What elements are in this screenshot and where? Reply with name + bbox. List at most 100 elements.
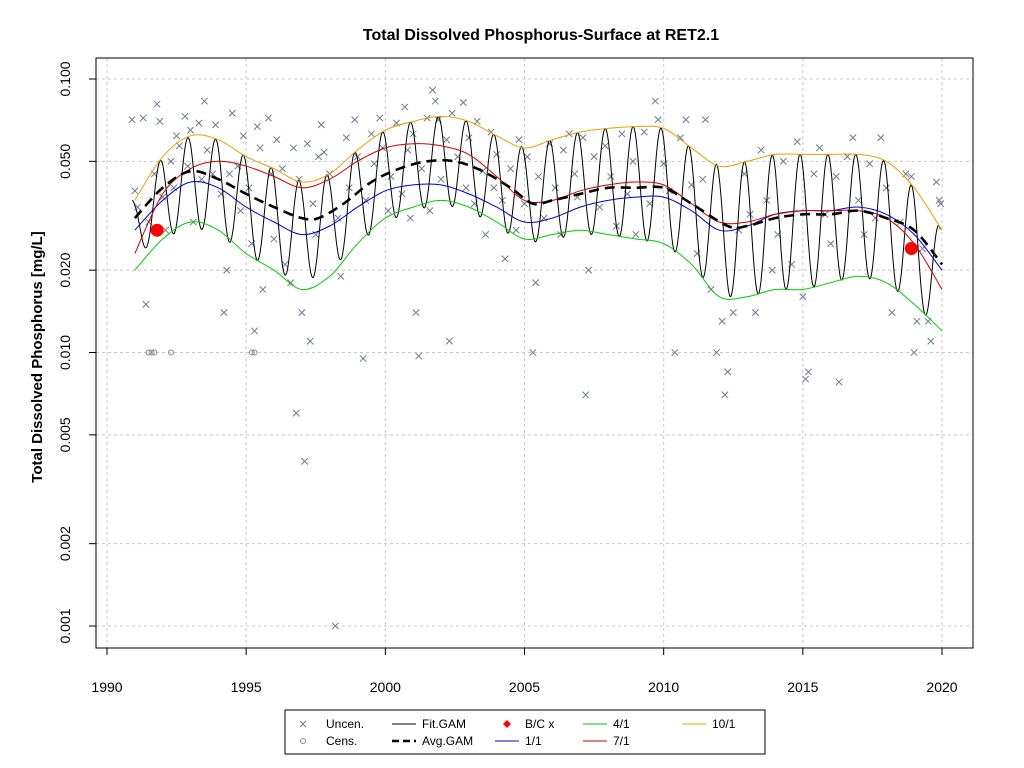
x-tick-label: 2000 xyxy=(370,679,401,695)
chart-title: Total Dissolved Phosphorus-Surface at RE… xyxy=(363,27,719,44)
uncensored-point xyxy=(309,200,317,208)
uncensored-point xyxy=(565,130,573,138)
uncensored-point xyxy=(426,207,434,215)
uncensored-point xyxy=(186,126,195,134)
uncensored-point xyxy=(181,112,189,120)
uncensored-point xyxy=(412,308,420,317)
uncensored-point xyxy=(417,165,426,173)
uncensored-point xyxy=(473,117,481,125)
series-avg-gam-line xyxy=(133,158,944,266)
uncensored-point xyxy=(156,117,164,125)
uncensored-point xyxy=(314,153,323,161)
uncensored-point xyxy=(507,165,515,173)
uncensored-point xyxy=(225,170,234,178)
legend-label: 1/1 xyxy=(525,734,542,748)
uncensored-point xyxy=(493,150,501,158)
legend-box xyxy=(284,709,766,755)
uncensored-point xyxy=(278,165,286,173)
uncensored-point xyxy=(559,146,568,154)
plot-area: 1990 1995 2000 2005 2010 2015 2020 0.001 0.002 0.… xyxy=(57,57,974,695)
uncensored-point xyxy=(376,114,384,122)
uncensored-point xyxy=(640,128,648,136)
uncensored-point xyxy=(387,172,395,181)
uncensored-point xyxy=(849,134,857,142)
uncensored-point xyxy=(448,109,456,117)
censored-point xyxy=(145,349,152,356)
censored-point xyxy=(251,349,258,356)
uncensored-point xyxy=(651,97,659,105)
uncensored-point xyxy=(431,97,439,105)
uncensored-point xyxy=(161,226,170,234)
uncensored-point xyxy=(462,184,470,192)
uncensored-point xyxy=(259,285,267,294)
legend: Uncen. Cens. Fit.GAM Avg.GAM B/C x 1/1 4/1 7/1 1… xyxy=(284,709,766,755)
uncensored-point xyxy=(534,172,542,181)
uncensored-point xyxy=(607,172,615,181)
uncensored-point xyxy=(415,352,423,360)
uncensored-point xyxy=(289,144,298,152)
x-tick-label: 1995 xyxy=(231,679,262,695)
uncensored-point xyxy=(270,235,278,243)
uncensored-point xyxy=(937,200,945,208)
uncensored-point xyxy=(362,196,370,204)
uncensored-point xyxy=(250,327,259,335)
uncensored-point xyxy=(384,207,392,215)
uncensored-point xyxy=(596,203,604,211)
uncensored-point xyxy=(173,132,181,140)
uncensored-point xyxy=(590,153,598,161)
legend-label: 4/1 xyxy=(613,717,630,731)
uncensored-point xyxy=(443,136,451,144)
x-tick-label: 2005 xyxy=(509,679,540,695)
uncensored-point xyxy=(701,116,709,124)
y-tick-label: 0.020 xyxy=(57,252,73,287)
uncensored-point xyxy=(810,170,818,178)
legend-label: Fit.GAM xyxy=(422,717,466,731)
uncensored-point xyxy=(871,214,879,222)
uncensored-point xyxy=(854,196,863,204)
uncensored-point xyxy=(331,622,339,630)
bc-point xyxy=(904,242,918,256)
series-line-7-1 xyxy=(134,143,943,290)
uncensored-point xyxy=(877,134,885,142)
uncensored-point xyxy=(676,134,684,142)
uncensored-point xyxy=(406,214,414,222)
uncensored-point xyxy=(465,134,473,142)
uncensored-point xyxy=(827,240,835,248)
uncensored-point xyxy=(888,308,896,317)
uncensored-point xyxy=(459,99,467,107)
uncensored-point xyxy=(220,308,228,317)
uncensored-point xyxy=(253,123,261,131)
uncensored-point xyxy=(401,103,409,111)
uncensored-point xyxy=(907,172,915,181)
legend-label: Avg.GAM xyxy=(422,734,473,748)
censored-point xyxy=(168,349,175,356)
bc-point xyxy=(150,223,164,237)
uncensored-point xyxy=(298,308,306,317)
uncensored-point xyxy=(200,97,208,105)
uncensored-point xyxy=(134,203,142,211)
x-tick-label: 2015 xyxy=(787,679,818,695)
uncensored-point xyxy=(334,214,342,222)
uncensored-point xyxy=(170,184,178,192)
uncensored-point xyxy=(203,146,211,154)
uncensored-point xyxy=(211,121,220,129)
series-line-10-1 xyxy=(134,115,943,231)
uncensored-point xyxy=(618,130,626,138)
uncensored-point xyxy=(292,409,300,417)
x-tick-label: 1990 xyxy=(91,679,122,695)
y-tick-label: 0.002 xyxy=(57,526,73,561)
uncensored-point xyxy=(139,114,147,122)
censored-point xyxy=(148,349,155,356)
uncensored-point xyxy=(927,337,935,345)
uncensored-point xyxy=(295,175,303,183)
uncensored-point xyxy=(751,308,760,317)
uncensored-point xyxy=(913,317,921,325)
uncensored-point xyxy=(351,116,359,124)
uncensored-point xyxy=(724,368,732,376)
uncensored-point xyxy=(910,348,918,357)
uncensored-point xyxy=(699,175,707,183)
uncensored-point xyxy=(228,109,236,117)
uncensored-point xyxy=(584,266,593,274)
uncensored-point xyxy=(301,457,309,465)
uncensored-point xyxy=(582,391,590,399)
